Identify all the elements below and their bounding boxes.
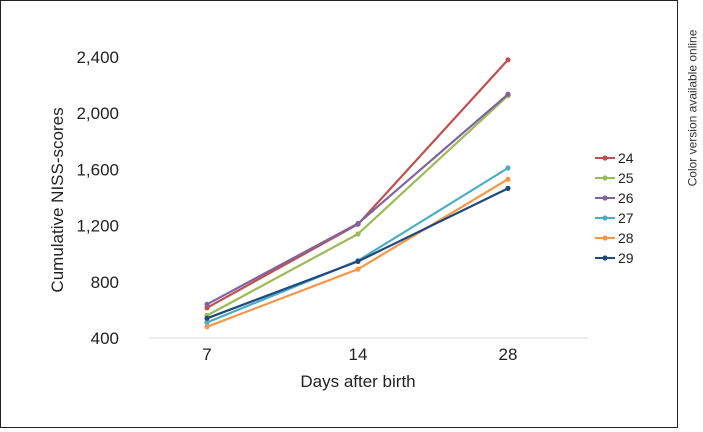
x-tick-label: 28: [499, 345, 518, 364]
series-29: [204, 185, 511, 321]
x-tick-labels: 7 14 28: [202, 345, 517, 364]
series-28: [204, 176, 511, 330]
y-tick-label: 1,200: [76, 217, 119, 236]
legend-item: 24: [595, 150, 634, 166]
legend-label: 29: [618, 250, 634, 266]
series-line: [205, 166, 510, 324]
legend-swatch-marker: [602, 155, 608, 161]
data-point: [355, 231, 361, 237]
y-tick-label: 800: [91, 273, 119, 292]
y-axis-label: Cumulative NISS-scores: [48, 107, 67, 292]
legend: 24 25 26 27 28 29: [595, 150, 634, 266]
y-tick-label: 2,400: [76, 48, 119, 67]
data-point: [204, 301, 210, 307]
legend-label: 26: [618, 190, 634, 206]
data-point: [505, 57, 511, 63]
data-point: [505, 91, 511, 97]
color-version-note-text: Color version available online: [685, 29, 700, 186]
legend-item: 27: [595, 210, 634, 226]
data-point: [505, 176, 511, 182]
figure-frame: 400 800 1,200 1,600 2,000 2,400 7 14 28 24 25 26 2…: [0, 0, 678, 428]
legend-item: 29: [595, 250, 634, 266]
legend-swatch-marker: [602, 215, 608, 221]
legend-swatch-marker: [602, 235, 608, 241]
data-point: [204, 315, 210, 321]
series-lines: [204, 57, 511, 330]
data-point: [505, 165, 511, 171]
x-tick-label: 7: [202, 345, 211, 364]
series-26: [204, 91, 511, 307]
legend-swatch-marker: [602, 255, 608, 261]
y-tick-label: 2,000: [76, 104, 119, 123]
legend-swatch-marker: [602, 175, 608, 181]
y-tick-label: 1,600: [76, 160, 119, 179]
data-point: [355, 220, 361, 227]
legend-item: 26: [595, 190, 634, 206]
data-point: [204, 324, 210, 330]
legend-label: 24: [618, 150, 634, 166]
legend-label: 28: [618, 230, 634, 246]
legend-label: 25: [618, 170, 634, 186]
series-24: [204, 57, 511, 311]
data-point: [505, 185, 511, 191]
y-tick-label: 400: [91, 329, 119, 348]
legend-label: 27: [618, 210, 634, 226]
y-tick-labels: 400 800 1,200 1,600 2,000 2,400: [76, 48, 119, 348]
data-point: [355, 266, 361, 272]
data-point: [204, 319, 210, 326]
data-point: [355, 258, 361, 264]
legend-item: 28: [595, 230, 634, 246]
legend-swatch-marker: [602, 195, 608, 201]
x-axis-label: Days after birth: [300, 372, 415, 391]
x-tick-label: 14: [349, 345, 368, 364]
legend-item: 25: [595, 170, 634, 186]
color-version-note: Color version available online: [681, 0, 703, 215]
series-line: [205, 93, 510, 306]
series-line: [205, 187, 510, 320]
